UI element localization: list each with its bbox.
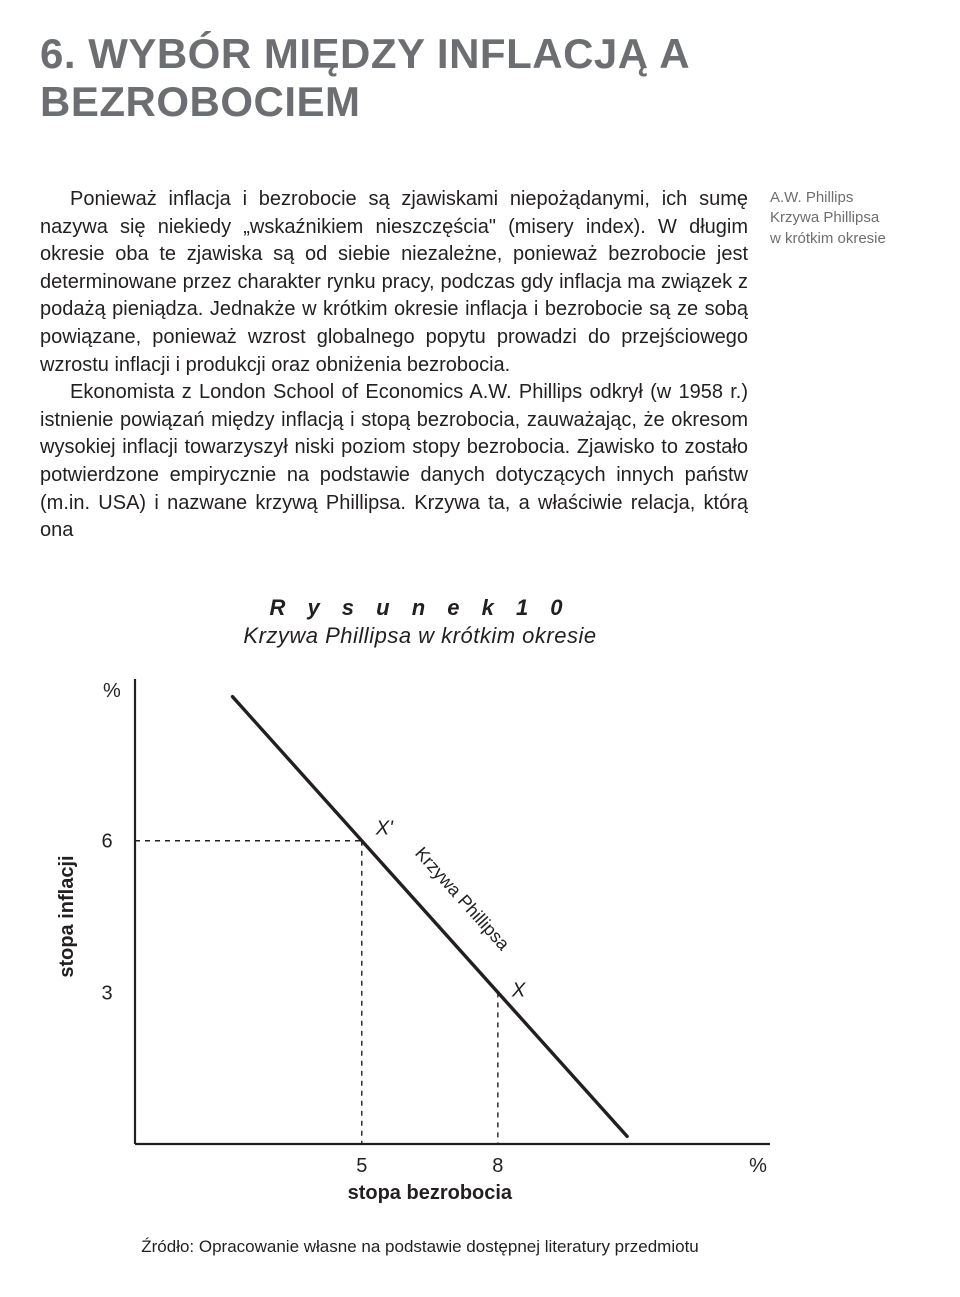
- point-x-prime-label: X': [375, 817, 394, 839]
- figure-heading: R y s u n e k 1 0 Krzywa Phillipsa w kró…: [40, 595, 800, 649]
- y-unit: %: [103, 680, 121, 702]
- svg-text:3: 3: [101, 982, 112, 1004]
- paragraph-1: Ponieważ inflacja i bezrobocie są zjawis…: [40, 186, 748, 379]
- phillips-chart: % 3 6 5 8% stopa inflacji stopa bezrobocia X' X K…: [40, 659, 800, 1219]
- point-x-label: X: [511, 979, 526, 1001]
- figure: R y s u n e k 1 0 Krzywa Phillipsa w kró…: [40, 595, 800, 1257]
- svg-text:6: 6: [101, 830, 112, 852]
- paragraph-2: Ekonomista z London School of Economics …: [40, 379, 748, 545]
- page: 6. WYBÓR MIĘDZY INFLACJĄ A BEZROBOCIEM P…: [0, 0, 960, 1297]
- x-unit: %: [749, 1155, 767, 1177]
- margin-note: A.W. Phillips Krzywa Phillipsa w krótkim…: [770, 186, 920, 249]
- y-axis-label: stopa inflacji: [56, 855, 78, 977]
- margin-note-line-3: w krótkim okresie: [770, 229, 920, 249]
- body-text: Ponieważ inflacja i bezrobocie są zjawis…: [40, 186, 748, 545]
- figure-number: R y s u n e k 1 0: [40, 595, 800, 621]
- x-axis-label: stopa bezrobocia: [348, 1182, 513, 1204]
- figure-caption: Krzywa Phillipsa w krótkim okresie: [243, 623, 596, 648]
- margin-note-line-2: Krzywa Phillipsa: [770, 208, 920, 228]
- phillips-curve: [233, 696, 628, 1136]
- svg-text:8: 8: [492, 1155, 503, 1177]
- body-row: Ponieważ inflacja i bezrobocie są zjawis…: [40, 186, 920, 545]
- svg-text:5: 5: [356, 1155, 367, 1177]
- margin-note-line-1: A.W. Phillips: [770, 188, 920, 208]
- curve-label: Krzywa Phillipsa: [411, 843, 514, 955]
- page-title: 6. WYBÓR MIĘDZY INFLACJĄ A BEZROBOCIEM: [40, 30, 920, 126]
